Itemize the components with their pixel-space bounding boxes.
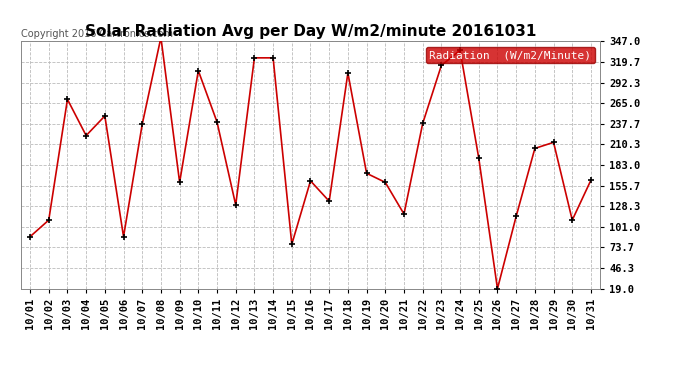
Text: Copyright 2016 Cartronics.com: Copyright 2016 Cartronics.com xyxy=(21,29,172,39)
Title: Solar Radiation Avg per Day W/m2/minute 20161031: Solar Radiation Avg per Day W/m2/minute … xyxy=(85,24,536,39)
Legend: Radiation  (W/m2/Minute): Radiation (W/m2/Minute) xyxy=(426,47,595,63)
